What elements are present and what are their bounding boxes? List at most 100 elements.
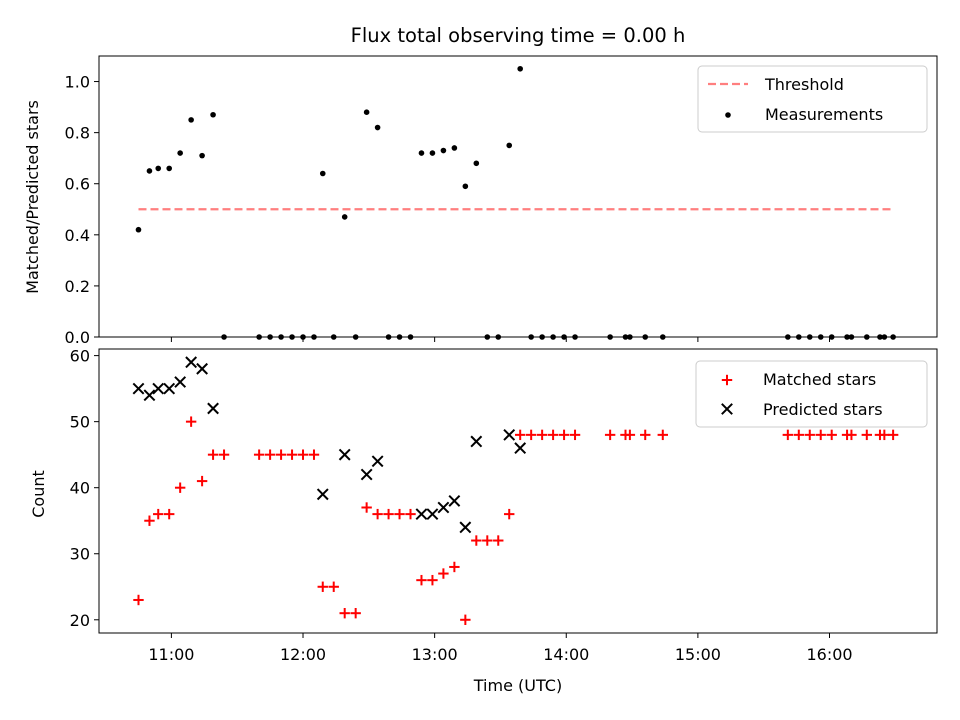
predicted-star-point bbox=[132, 382, 145, 395]
measurement-point bbox=[418, 150, 425, 156]
measurement-point bbox=[473, 160, 480, 167]
measurement-point bbox=[429, 150, 436, 156]
predicted-star-point bbox=[152, 382, 165, 395]
predicted-star-point bbox=[174, 376, 187, 388]
matched-star-point bbox=[604, 429, 616, 441]
matched-star-point bbox=[504, 508, 515, 520]
matched-star-point bbox=[879, 429, 890, 441]
predicted-star-point bbox=[185, 356, 198, 369]
bottom-y-tick-label: 40 bbox=[70, 479, 90, 498]
legend-predicted-swatch bbox=[721, 403, 733, 415]
top-y-tick-label: 0.2 bbox=[65, 277, 90, 296]
matched-star-point bbox=[536, 429, 548, 441]
matched-star-point bbox=[264, 449, 276, 460]
measurement-point bbox=[177, 150, 183, 156]
matched-star-point bbox=[328, 581, 339, 592]
matched-star-point bbox=[153, 508, 164, 520]
predicted-star-point bbox=[514, 442, 527, 454]
matched-star-point bbox=[887, 429, 899, 441]
top-plot-frame bbox=[98, 55, 938, 338]
matched-star-point bbox=[449, 561, 460, 573]
chart-title: Flux total observing time = 0.00 h bbox=[351, 24, 686, 47]
measurement-point bbox=[451, 145, 458, 151]
legend-x-marker bbox=[721, 403, 733, 415]
measurement-point bbox=[135, 226, 142, 233]
predicted-star-point bbox=[426, 508, 439, 521]
top-legend: Threshold Measurements bbox=[697, 65, 928, 133]
predicted-star-point bbox=[163, 382, 176, 395]
matched-star-point bbox=[253, 449, 265, 460]
predicted-star-point bbox=[459, 521, 472, 534]
measurement-point bbox=[374, 124, 381, 131]
legend-matched-swatch bbox=[721, 374, 733, 386]
x-tick-label: 16:00 bbox=[806, 645, 852, 664]
matched-star-point bbox=[361, 502, 372, 513]
predicted-star-point bbox=[196, 362, 209, 375]
matched-star-point bbox=[218, 449, 230, 460]
matched-star-point bbox=[861, 429, 873, 441]
x-tick-label: 14:00 bbox=[543, 645, 589, 664]
matched-star-point bbox=[460, 614, 471, 625]
top-plot-panel: 0.0 0.2 0.4 0.6 0.8 1.0 bbox=[65, 55, 938, 347]
matched-star-point bbox=[793, 429, 804, 441]
measurement-point bbox=[341, 214, 348, 220]
matched-star-point bbox=[558, 429, 570, 441]
measurement-point bbox=[462, 183, 469, 190]
predicted-star-point bbox=[415, 508, 428, 521]
x-tick-label: 15:00 bbox=[675, 645, 721, 664]
measurement-point bbox=[166, 165, 172, 172]
predicted-star-point bbox=[448, 494, 461, 507]
predicted-star-point bbox=[207, 402, 219, 415]
x-axis-label: Time (UTC) bbox=[473, 676, 562, 695]
bottom-y-tick-label: 30 bbox=[70, 545, 90, 564]
legend-measurements-swatch bbox=[725, 112, 731, 118]
bottom-plot-panel: 20 30 40 50 60 11:00 12:00 13:00 14:00 15:00 16:00 bbox=[70, 347, 938, 664]
matched-star-point bbox=[394, 508, 405, 520]
matched-star-point bbox=[286, 449, 298, 460]
matched-star-point bbox=[297, 449, 309, 460]
predicted-star-point bbox=[338, 448, 351, 461]
matched-star-point bbox=[308, 449, 320, 460]
matched-star-point bbox=[514, 429, 526, 441]
matched-star-point bbox=[482, 535, 493, 546]
matched-star-point bbox=[339, 607, 350, 619]
bottom-y-tick-label: 50 bbox=[70, 413, 90, 432]
legend-threshold-label: Threshold bbox=[764, 75, 844, 94]
x-tick-label: 11:00 bbox=[148, 645, 194, 664]
matched-star-point bbox=[427, 574, 438, 586]
bottom-y-axis-label: Count bbox=[29, 470, 48, 518]
top-y-tick-label: 1.0 bbox=[65, 73, 90, 92]
measurement-point bbox=[146, 168, 153, 174]
matched-star-point bbox=[196, 475, 208, 487]
predicted-star-point bbox=[437, 501, 450, 514]
x-tick-label: 13:00 bbox=[412, 645, 458, 664]
bottom-y-tick-label: 60 bbox=[70, 347, 90, 366]
matched-star-point bbox=[547, 429, 559, 441]
matched-star-point bbox=[782, 429, 794, 441]
measurement-point bbox=[210, 111, 216, 118]
measurement-point bbox=[506, 142, 513, 149]
legend-measurements-label: Measurements bbox=[765, 105, 883, 124]
matched-star-point bbox=[350, 607, 361, 619]
measurement-point bbox=[319, 170, 326, 177]
matched-star-point bbox=[493, 535, 504, 546]
measurement-point bbox=[440, 147, 447, 154]
legend-predicted-label: Predicted stars bbox=[763, 400, 883, 419]
matched-star-point bbox=[815, 429, 826, 441]
matched-star-point bbox=[438, 568, 449, 579]
predicted-star-point bbox=[360, 468, 373, 481]
bottom-legend: Matched stars Predicted stars bbox=[695, 360, 928, 428]
top-y-tick-label: 0.8 bbox=[65, 124, 90, 143]
matched-star-point bbox=[275, 449, 287, 460]
matched-star-point bbox=[207, 449, 219, 460]
matched-star-point bbox=[317, 581, 328, 592]
measurement-point bbox=[199, 152, 205, 159]
x-tick-label: 12:00 bbox=[280, 645, 326, 664]
legend-matched-label: Matched stars bbox=[763, 370, 876, 389]
predicted-star-point bbox=[316, 488, 329, 501]
predicted-star-point bbox=[470, 435, 483, 448]
matched-star-point bbox=[372, 508, 383, 520]
matched-star-point bbox=[185, 416, 197, 427]
top-y-axis-label: Matched/Predicted stars bbox=[23, 100, 42, 294]
matched-star-point bbox=[804, 429, 815, 441]
